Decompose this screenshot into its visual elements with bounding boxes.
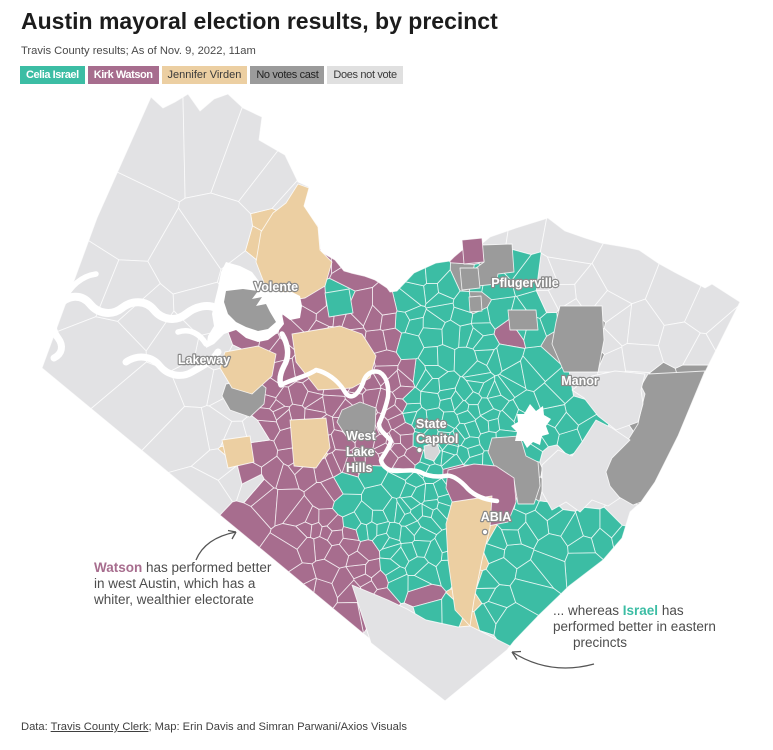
svg-text:Lakeway: Lakeway: [178, 353, 230, 367]
svg-text:Hills: Hills: [346, 461, 372, 475]
svg-text:Pflugerville: Pflugerville: [491, 276, 558, 290]
svg-text:Lake: Lake: [346, 445, 375, 459]
svg-text:State: State: [416, 417, 447, 431]
svg-text:West: West: [346, 429, 376, 443]
svg-text:Capitol: Capitol: [416, 432, 458, 446]
svg-text:Volente: Volente: [254, 280, 298, 294]
svg-text:ABIA: ABIA: [481, 510, 512, 524]
svg-text:Manor: Manor: [561, 374, 599, 388]
